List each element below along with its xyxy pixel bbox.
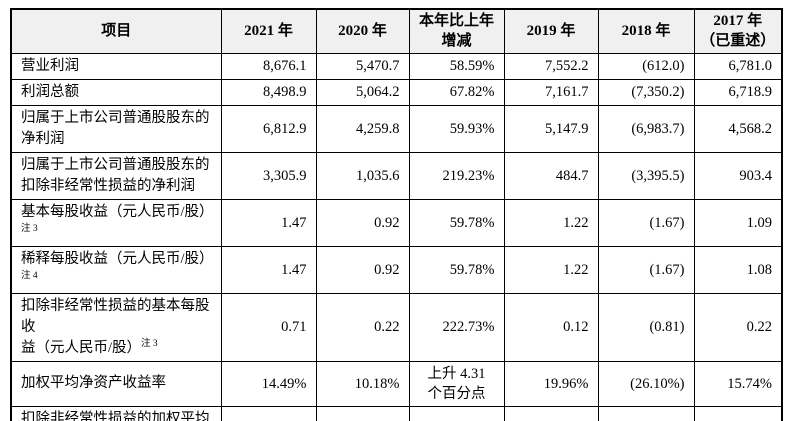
value-cell: (12.69%) <box>597 405 695 421</box>
column-header-2019: 2019 年 <box>503 8 599 54</box>
value-cell: (0.81) <box>597 292 695 362</box>
value-cell: 1.22 <box>503 245 599 294</box>
value-cell: 1,035.6 <box>315 151 410 200</box>
footnote-marker: 注 3 <box>21 223 38 234</box>
value-cell: 7.03% <box>220 405 317 421</box>
column-header-2020: 2020 年 <box>315 8 410 54</box>
value-cell: 3,305.9 <box>220 151 317 200</box>
row-label-basic-eps-excl-nonrecurring: 扣除非经常性损益的基本每股收 益（元人民币/股）注 3 <box>10 292 222 362</box>
value-cell: 上升 4.31 个百分点 <box>408 360 505 407</box>
column-header-yoy-change: 本年比上年 增减 <box>408 8 505 54</box>
value-cell: 1.47 <box>220 198 317 247</box>
value-cell: 6,812.9 <box>220 104 317 153</box>
value-cell: 5,470.7 <box>315 52 410 80</box>
value-cell: (1.67) <box>597 198 695 247</box>
value-cell: 3.11% <box>693 405 783 421</box>
value-cell: 6,718.9 <box>693 78 783 106</box>
row-label-total-profit: 利润总额 <box>10 78 222 106</box>
value-cell: 10.18% <box>315 360 410 407</box>
value-cell: 0.22 <box>315 292 410 362</box>
table-row: 营业利润 8,676.1 5,470.7 58.59% 7,552.2 (612… <box>10 52 783 80</box>
row-label-basic-eps: 基本每股收益（元人民币/股）注 3 <box>10 198 222 247</box>
value-cell: 8,676.1 <box>220 52 317 80</box>
value-cell: 1.09 <box>693 198 783 247</box>
value-cell: 1.47 <box>220 245 317 294</box>
value-cell: 19.96% <box>503 360 599 407</box>
table-row: 扣除非经常性损益的加权平均净 资产收益率 7.03% 2.47% 上升 4.56… <box>10 405 783 421</box>
table-row: 基本每股收益（元人民币/股）注 3 1.47 0.92 59.78% 1.22 … <box>10 198 783 247</box>
row-label-diluted-eps: 稀释每股收益（元人民币/股）注 4 <box>10 245 222 294</box>
value-cell: 58.59% <box>408 52 505 80</box>
table-row: 利润总额 8,498.9 5,064.2 67.82% 7,161.7 (7,3… <box>10 78 783 106</box>
row-label-weighted-avg-roe-excl-nonrecurring: 扣除非经常性损益的加权平均净 资产收益率 <box>10 405 222 421</box>
value-cell: 222.73% <box>408 292 505 362</box>
table-row: 归属于上市公司普通股股东的 扣除非经常性损益的净利润 3,305.9 1,035… <box>10 151 783 200</box>
table-row: 归属于上市公司普通股股东的 净利润 6,812.9 4,259.8 59.93%… <box>10 104 783 153</box>
value-cell: 7,552.2 <box>503 52 599 80</box>
value-cell: 903.4 <box>693 151 783 200</box>
value-cell: 0.71 <box>220 292 317 362</box>
value-cell: 4,259.8 <box>315 104 410 153</box>
table-row: 扣除非经常性损益的基本每股收 益（元人民币/股）注 3 0.71 0.22 22… <box>10 292 783 362</box>
column-header-2018: 2018 年 <box>597 8 695 54</box>
value-cell: (612.0) <box>597 52 695 80</box>
value-cell: 1.22 <box>503 198 599 247</box>
value-cell: 7,161.7 <box>503 78 599 106</box>
value-cell: 5,064.2 <box>315 78 410 106</box>
value-cell: 484.7 <box>503 151 599 200</box>
table-header-row: 项目 2021 年 2020 年 本年比上年 增减 2019 年 2018 年 … <box>10 8 783 54</box>
value-cell: 14.49% <box>220 360 317 407</box>
value-cell: 59.78% <box>408 198 505 247</box>
value-cell: 219.23% <box>408 151 505 200</box>
value-cell: 15.74% <box>693 360 783 407</box>
row-label-net-profit-to-shareholders: 归属于上市公司普通股股东的 净利润 <box>10 104 222 153</box>
value-cell: 59.78% <box>408 245 505 294</box>
column-header-2017-restated: 2017 年 （已重述） <box>693 8 783 54</box>
value-cell: (7,350.2) <box>597 78 695 106</box>
value-cell: 1.08 <box>693 245 783 294</box>
value-cell: 8,498.9 <box>220 78 317 106</box>
table-row: 稀释每股收益（元人民币/股）注 4 1.47 0.92 59.78% 1.22 … <box>10 245 783 294</box>
row-label-net-profit-excl-nonrecurring: 归属于上市公司普通股股东的 扣除非经常性损益的净利润 <box>10 151 222 200</box>
value-cell: 0.92 <box>315 245 410 294</box>
column-header-item: 项目 <box>10 8 222 54</box>
value-cell: (3,395.5) <box>597 151 695 200</box>
value-cell: 0.22 <box>693 292 783 362</box>
footnote-marker: 注 4 <box>21 270 38 281</box>
value-cell: 59.93% <box>408 104 505 153</box>
footnote-marker: 注 3 <box>141 338 158 349</box>
value-cell: 上升 4.56 个百分点 <box>408 405 505 421</box>
value-cell: 5,147.9 <box>503 104 599 153</box>
value-cell: 6,781.0 <box>693 52 783 80</box>
row-label-weighted-avg-roe: 加权平均净资产收益率 <box>10 360 222 407</box>
value-cell: (26.10%) <box>597 360 695 407</box>
value-cell: 2.47% <box>315 405 410 421</box>
table-row: 加权平均净资产收益率 14.49% 10.18% 上升 4.31 个百分点 19… <box>10 360 783 407</box>
value-cell: 67.82% <box>408 78 505 106</box>
value-cell: (6,983.7) <box>597 104 695 153</box>
financial-summary-table: 项目 2021 年 2020 年 本年比上年 增减 2019 年 2018 年 … <box>10 8 783 421</box>
column-header-2021: 2021 年 <box>220 8 317 54</box>
row-label-operating-profit: 营业利润 <box>10 52 222 80</box>
value-cell: 1.88% <box>503 405 599 421</box>
value-cell: 0.12 <box>503 292 599 362</box>
value-cell: (1.67) <box>597 245 695 294</box>
value-cell: 0.92 <box>315 198 410 247</box>
value-cell: 4,568.2 <box>693 104 783 153</box>
